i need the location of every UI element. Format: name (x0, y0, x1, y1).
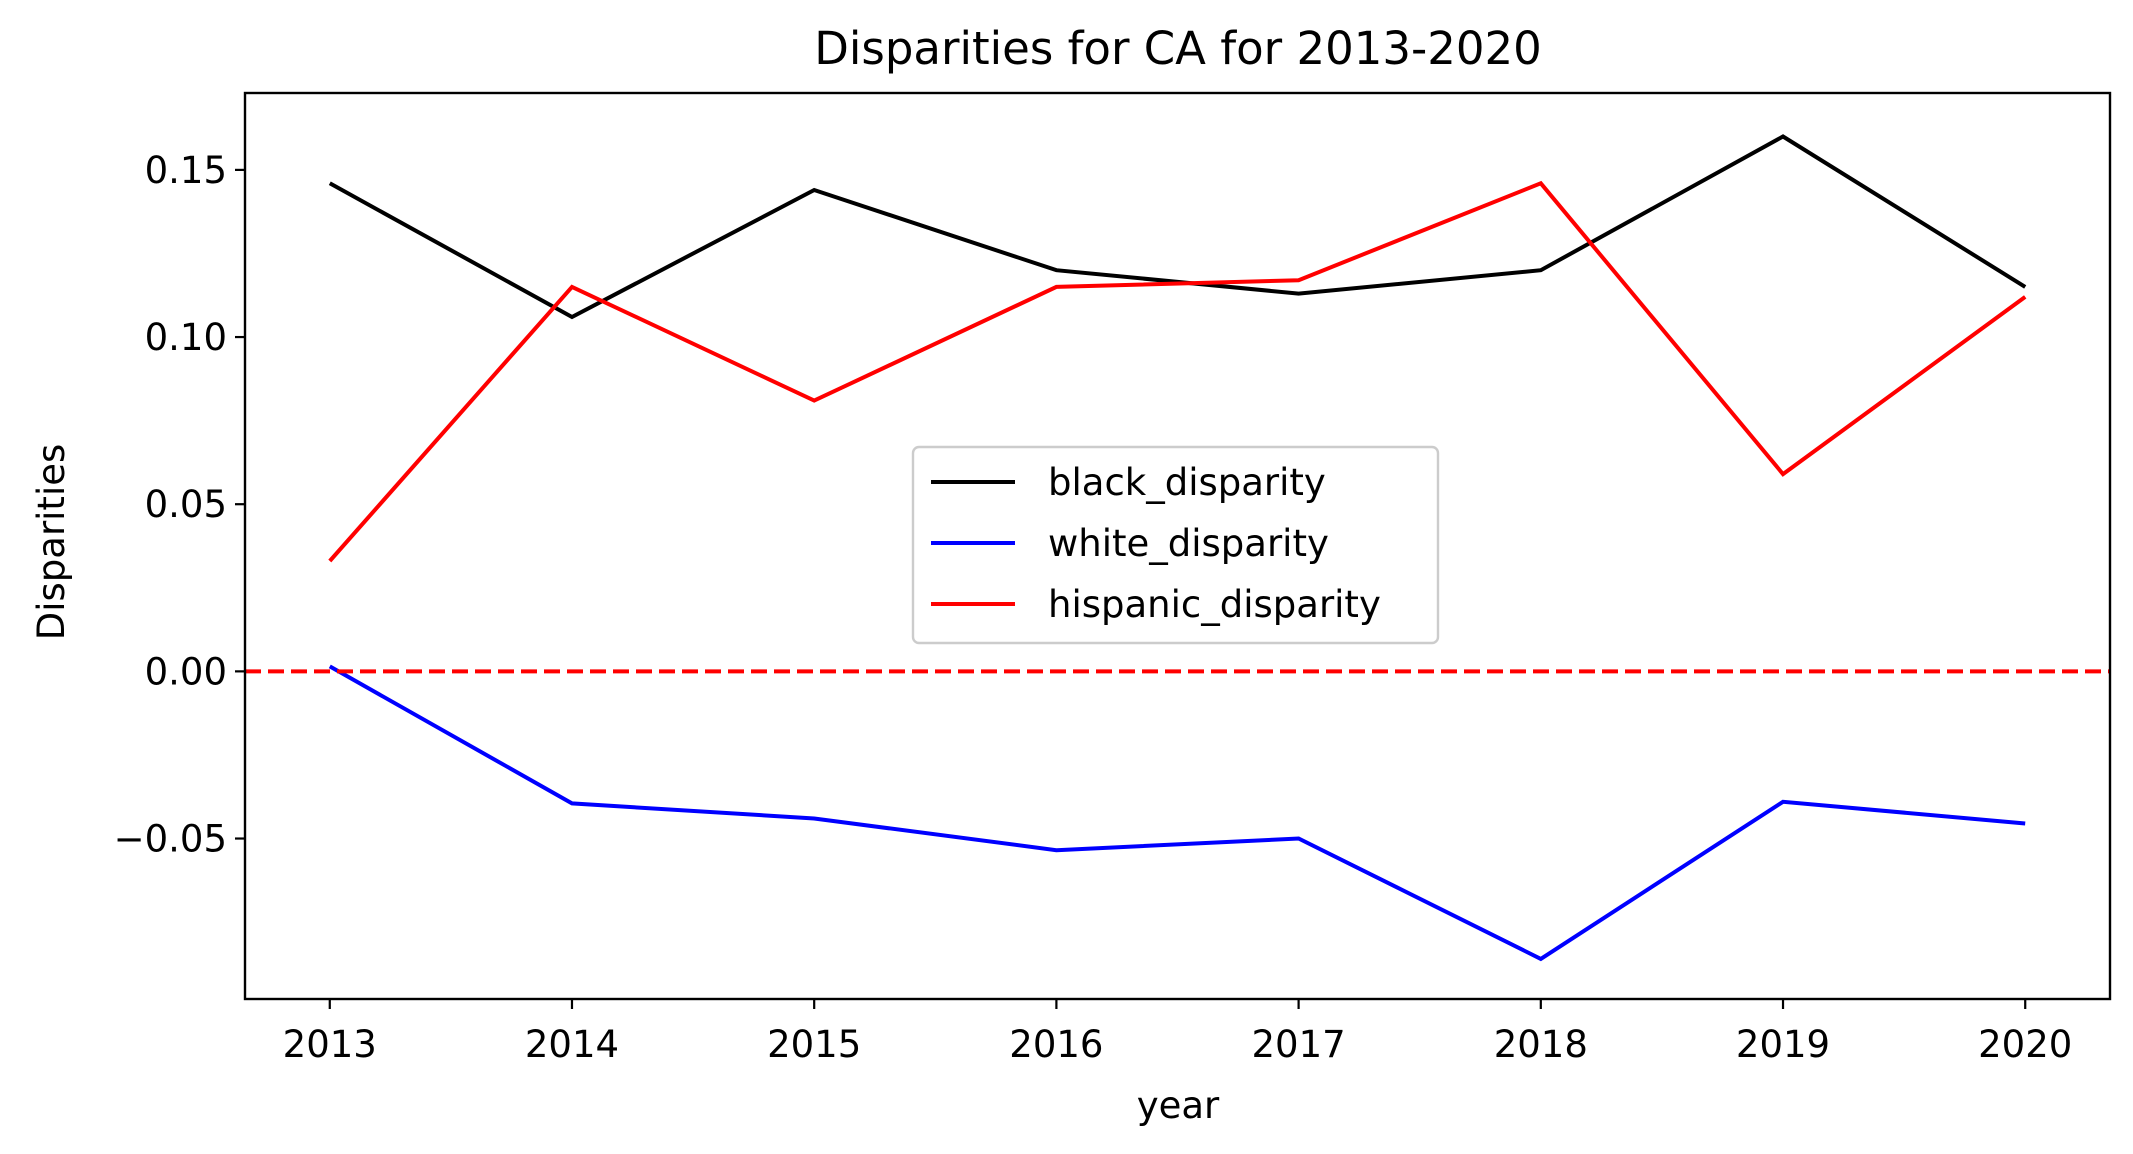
x-tick-label: 2014 (525, 1023, 619, 1066)
y-tick-label: 0.15 (145, 149, 227, 192)
x-tick-label: 2019 (1736, 1023, 1830, 1066)
y-tick-label: 0.05 (145, 483, 227, 526)
y-tick-label: −0.05 (114, 818, 227, 861)
x-tick-label: 2017 (1252, 1023, 1346, 1066)
x-tick-label: 2013 (283, 1023, 377, 1066)
legend-label-hispanic-disparity: hispanic_disparity (1048, 583, 1381, 626)
plot-frame (243, 91, 2112, 1001)
series-line-hispanic-disparity (328, 180, 2027, 563)
chart-title: Disparities for CA for 2013-2020 (814, 22, 1541, 75)
y-axis-title: Disparities (30, 444, 73, 641)
legend-label-white-disparity: white_disparity (1048, 522, 1329, 565)
legend-box (911, 445, 1440, 645)
series-line-white-disparity (328, 664, 2026, 962)
x-axis-title: year (1137, 1084, 1220, 1127)
x-tick-label: 2015 (767, 1023, 861, 1066)
series-line-black-disparity (328, 134, 2027, 320)
legend-label-black-disparity: black_disparity (1048, 461, 1326, 504)
y-tick-label: 0.10 (145, 316, 227, 359)
y-tick-label: 0.00 (145, 650, 227, 693)
x-tick-label: 2016 (1009, 1023, 1103, 1066)
series-lines (245, 134, 2110, 962)
x-tick-label: 2020 (1978, 1023, 2072, 1066)
axis-ticks: 2013 2014 2015 2016 2017 2018 2019 2020 −0.05 0.0… (114, 149, 2073, 1066)
x-tick-label: 2018 (1494, 1023, 1588, 1066)
legend: black_disparity white_disparity hispanic_d… (911, 445, 1440, 645)
